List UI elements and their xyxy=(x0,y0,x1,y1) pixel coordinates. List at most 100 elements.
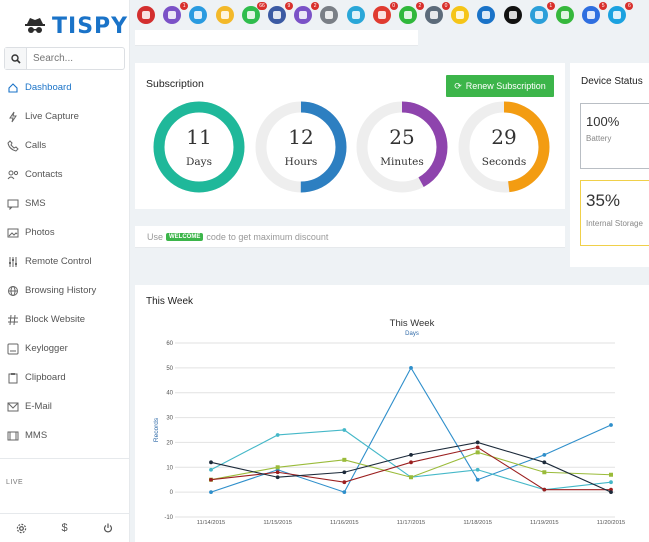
brand-logo[interactable]: TISPY xyxy=(24,12,128,40)
zalo-app-icon[interactable] xyxy=(477,6,496,24)
data-point xyxy=(342,480,347,485)
battery-value: 100% xyxy=(586,114,620,129)
ring-progress xyxy=(356,101,448,193)
email-app-icon[interactable] xyxy=(189,6,208,24)
notification-badge: 5 xyxy=(599,2,608,10)
sidebar-item-dashboard[interactable]: Dashboard xyxy=(0,73,129,102)
messenger-app-icon[interactable]: 5 xyxy=(582,2,608,24)
promo-prefix: Use xyxy=(147,231,164,242)
wechat-app-icon[interactable]: 2 xyxy=(398,2,424,24)
data-point xyxy=(209,460,213,465)
sidebar-item-browsing-history[interactable]: Browsing History xyxy=(0,276,129,305)
search-input[interactable] xyxy=(27,53,122,64)
notification-badge: 66 xyxy=(257,2,267,10)
chart-title: This Week xyxy=(390,318,435,329)
viber-app-icon[interactable]: 1 xyxy=(163,2,189,24)
x-tick-label: 11/19/2015 xyxy=(530,520,559,526)
sidebar-item-label: E-Mail xyxy=(25,401,52,412)
youtube-app-icon[interactable] xyxy=(137,6,155,24)
search-icon[interactable] xyxy=(5,48,27,69)
messages-app-icon[interactable] xyxy=(346,6,365,24)
subscription-title: Subscription xyxy=(146,78,204,90)
data-point xyxy=(475,450,480,455)
whatsapp-app-icon[interactable]: 66 xyxy=(241,2,267,24)
notification-badge: 1 xyxy=(180,2,189,10)
telegram-app-icon[interactable]: 1 xyxy=(529,2,555,24)
notification-badge: 0 xyxy=(442,2,451,10)
divider xyxy=(0,458,129,459)
viber2-app-icon[interactable]: 2 xyxy=(294,2,320,24)
data-point xyxy=(609,423,613,427)
data-point xyxy=(409,475,413,480)
data-point xyxy=(342,457,347,462)
device-status-title: Device Status xyxy=(581,76,643,87)
notification-badge: 2 xyxy=(415,2,424,10)
chart-subtitle: Days xyxy=(405,331,419,337)
film-icon xyxy=(7,430,19,442)
data-point xyxy=(475,477,480,482)
this-week-heading: This Week xyxy=(146,296,194,307)
series-line-1 xyxy=(210,429,612,491)
countdown-ring-minutes: 25 Minutes xyxy=(355,100,449,194)
subscription-card: Subscription ⟳ Renew Subscription 11 Days… xyxy=(135,63,565,209)
y-tick-label: 10 xyxy=(166,465,173,471)
globe-icon xyxy=(7,285,19,297)
data-point xyxy=(475,440,480,445)
power-icon[interactable] xyxy=(101,521,115,535)
line-app-icon[interactable] xyxy=(556,6,574,24)
sidebar-item-calls[interactable]: Calls xyxy=(0,131,129,160)
ring-progress xyxy=(153,101,245,193)
sidebar-item-label: Photos xyxy=(25,227,55,238)
facebook-app-icon[interactable]: 9 xyxy=(267,2,293,24)
sidebar-item-mms[interactable]: MMS xyxy=(0,421,129,450)
gear-icon[interactable] xyxy=(15,521,29,535)
tinder-app-icon[interactable]: 0 xyxy=(372,2,398,24)
sidebar-item-label: Calls xyxy=(25,140,47,151)
tiktok-app-icon[interactable] xyxy=(503,6,522,24)
data-point xyxy=(342,470,347,475)
sidebar-item-label: Contacts xyxy=(25,169,63,180)
skype-app-icon[interactable]: 6 xyxy=(608,2,634,24)
data-point xyxy=(475,467,480,472)
section-label-live: LIVE xyxy=(6,479,24,486)
sidebar-item-sms[interactable]: SMS xyxy=(0,189,129,218)
notification-badge: 2 xyxy=(311,2,320,10)
spy-icon xyxy=(24,16,46,36)
x-tick-label: 11/14/2015 xyxy=(197,520,226,526)
snapchat-app-icon[interactable] xyxy=(451,6,470,24)
ring-value: 25 xyxy=(389,125,415,149)
instagram-app-icon[interactable]: 0 xyxy=(425,2,451,24)
ring-label: Days xyxy=(186,156,212,168)
sliders-icon xyxy=(7,256,19,268)
notification-badge: 0 xyxy=(389,2,398,10)
dollar-icon[interactable]: $ xyxy=(61,522,68,534)
x-tick-label: 11/15/2015 xyxy=(263,520,292,526)
notification-badge: 9 xyxy=(284,2,293,10)
sidebar-item-e-mail[interactable]: E-Mail xyxy=(0,392,129,421)
x-tick-label: 11/20/2015 xyxy=(597,520,626,526)
calendar-app-icon[interactable] xyxy=(320,6,339,24)
renew-subscription-button[interactable]: ⟳ Renew Subscription xyxy=(446,75,554,97)
ring-label: Hours xyxy=(284,156,318,168)
sidebar-item-live-capture[interactable]: Live Capture xyxy=(0,102,129,131)
y-tick-label: 20 xyxy=(166,440,173,446)
data-point xyxy=(209,477,213,482)
sidebar-item-block-website[interactable]: Block Website xyxy=(0,305,129,334)
sidebar-item-keylogger[interactable]: Keylogger xyxy=(0,334,129,363)
sms-icon xyxy=(7,198,19,210)
sidebar-item-clipboard[interactable]: Clipboard xyxy=(0,363,129,392)
sidebar-item-contacts[interactable]: Contacts xyxy=(0,160,129,189)
sidebar-item-label: Live Capture xyxy=(25,111,79,122)
data-point xyxy=(275,475,280,480)
sidebar-item-label: MMS xyxy=(25,430,48,441)
ring-progress xyxy=(458,101,550,193)
sidebar-item-remote-control[interactable]: Remote Control xyxy=(0,247,129,276)
ring-progress xyxy=(255,101,347,193)
sidebar-nav: Dashboard Live Capture Calls Contacts SMS Pho… xyxy=(0,73,129,450)
notes-app-icon[interactable] xyxy=(215,6,234,24)
sidebar-item-photos[interactable]: Photos xyxy=(0,218,129,247)
refresh-icon: ⟳ xyxy=(454,80,462,91)
home-icon xyxy=(7,82,19,94)
data-point xyxy=(609,472,613,477)
data-point xyxy=(209,490,213,495)
